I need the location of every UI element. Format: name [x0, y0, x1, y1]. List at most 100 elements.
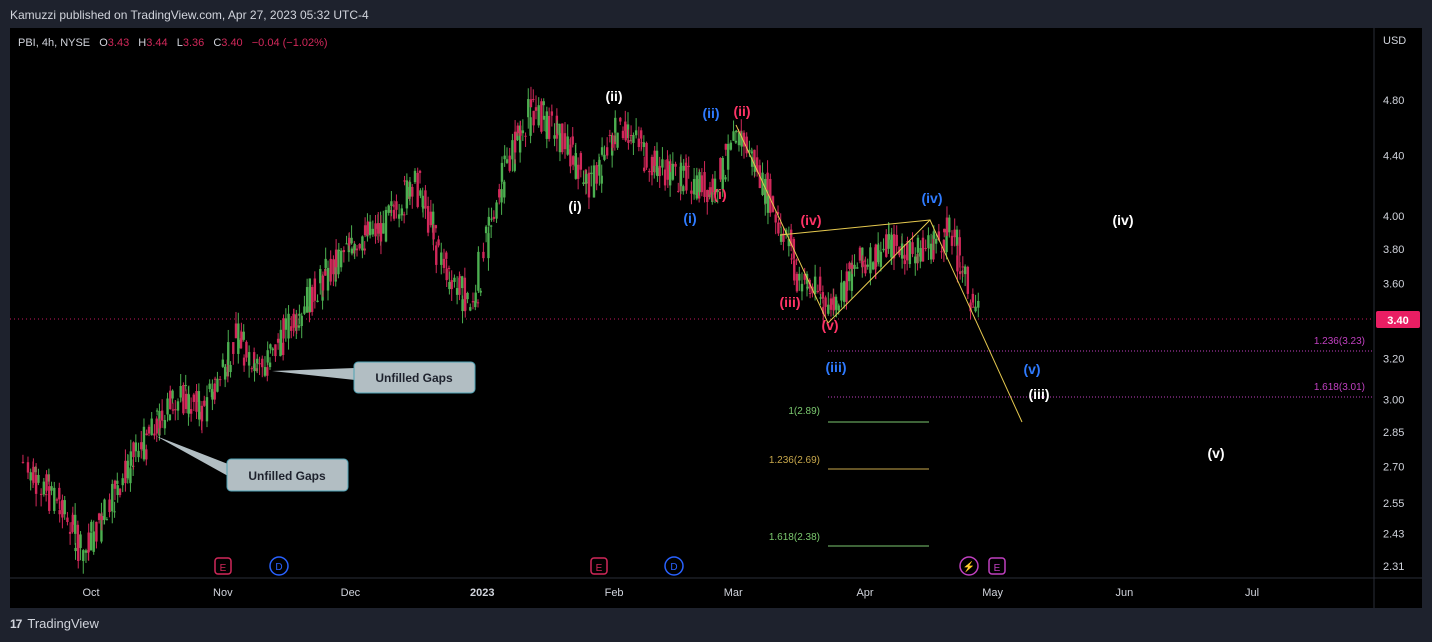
candle-body [160, 410, 164, 421]
candle-body [97, 513, 101, 520]
candle-body [166, 398, 169, 415]
candle-body [218, 379, 222, 381]
candle-body [261, 358, 264, 368]
candle-body [703, 172, 706, 197]
candle-body [663, 169, 667, 186]
candle-body [742, 132, 746, 147]
candle-body [73, 514, 77, 534]
candle-body [68, 531, 72, 534]
candle-body [547, 115, 551, 139]
candle-body [753, 165, 757, 172]
event-badges[interactable]: E D E D ⚡ E [214, 556, 1006, 576]
candle-body [840, 282, 843, 301]
candle-body [764, 178, 767, 204]
candle-body [521, 130, 525, 134]
currency-label: USD [1383, 35, 1406, 47]
candle-body [974, 306, 977, 312]
wave-label-white-v: (v) [1207, 445, 1224, 461]
candle-body [363, 225, 367, 236]
candle-body [877, 250, 880, 252]
candle-body [429, 211, 433, 226]
y-axis-ticks: 4.80 4.40 4.00 3.80 3.60 3.20 3.00 2.85 2.70 2.55… [1383, 95, 1404, 573]
split-lightning-badge[interactable]: ⚡ [959, 556, 979, 576]
candle-body [211, 391, 214, 400]
candle-body [513, 159, 516, 171]
candle-body [853, 264, 856, 269]
candle-body [737, 132, 741, 146]
candle-body [418, 170, 422, 173]
candle-body [431, 211, 435, 233]
candle-body [856, 267, 859, 269]
candle-body [803, 273, 806, 280]
candle-body [708, 187, 712, 195]
candle-body [426, 205, 430, 233]
candle-body [645, 142, 648, 168]
candle-body [400, 208, 404, 216]
candle-body [948, 217, 951, 233]
candle-body [140, 442, 143, 450]
candle-body [303, 306, 306, 314]
candle-body [421, 205, 425, 209]
candle-body [176, 401, 180, 411]
candle-body [392, 209, 396, 219]
candle-body [658, 165, 661, 177]
wave-label-red-ii: (ii) [733, 103, 750, 119]
y-tick-label: 3.80 [1383, 244, 1404, 256]
candle-body [116, 480, 119, 484]
candle-body [158, 420, 162, 429]
candle-body [550, 111, 554, 116]
candle-body [779, 222, 782, 224]
candle-body [355, 248, 359, 251]
footer-brand[interactable]: TradingView [27, 616, 99, 631]
y-tick-label: 3.00 [1383, 394, 1404, 406]
candle-body [402, 214, 406, 216]
candle-body [84, 550, 88, 553]
candle-body [458, 277, 461, 295]
candle-body [779, 234, 783, 242]
candle-body [795, 273, 799, 292]
candle-body [516, 125, 520, 134]
dividend-badge-1[interactable]: D [269, 556, 289, 576]
fib-label-1236-top: 1.236(3.23) [1314, 336, 1365, 347]
candle-body [313, 278, 317, 301]
candle-body [198, 400, 201, 420]
earnings-badge-3[interactable]: E [988, 557, 1006, 575]
candle-body [900, 243, 904, 259]
candle-body [129, 451, 133, 466]
dividend-badge-2[interactable]: D [664, 556, 684, 576]
candle-body [21, 461, 25, 463]
candle-body [413, 170, 417, 183]
x-tick-label: Mar [724, 587, 743, 599]
candle-body [906, 241, 909, 243]
candle-body [887, 234, 891, 240]
chart[interactable]: PBI, 4h, NYSE O3.43 H3.44 L3.36 C3.40 −0… [10, 28, 1422, 608]
candle-body [885, 234, 888, 257]
candle-body [977, 300, 980, 308]
candle-body [339, 250, 343, 268]
earnings-badge-2[interactable]: E [590, 557, 608, 575]
fib-label-1618: 1.618(2.38) [769, 532, 820, 543]
candle-body [595, 165, 598, 184]
svg-text:D: D [275, 562, 282, 573]
candle-body [972, 306, 975, 308]
candle-body [921, 237, 925, 262]
candle-body [748, 149, 751, 152]
candle-body [605, 147, 609, 156]
candle-body [213, 378, 217, 380]
earnings-badge-1[interactable]: E [214, 557, 232, 575]
y-tick-label: 2.43 [1383, 529, 1404, 541]
candle-body [221, 359, 225, 367]
candle-body [500, 162, 504, 182]
wave-label-red-iii: (iii) [780, 294, 801, 310]
candle-body [943, 228, 946, 233]
candle-body [614, 117, 617, 133]
candle-body [458, 276, 462, 278]
candle-body [408, 182, 412, 197]
legend: PBI, 4h, NYSE O3.43 H3.44 L3.36 C3.40 −0… [18, 37, 328, 49]
candle-body [529, 99, 533, 108]
candle-body [750, 157, 754, 167]
candle-body [368, 221, 372, 236]
candle-body [508, 155, 511, 171]
candle-body [435, 245, 438, 265]
candle-body [464, 292, 467, 311]
